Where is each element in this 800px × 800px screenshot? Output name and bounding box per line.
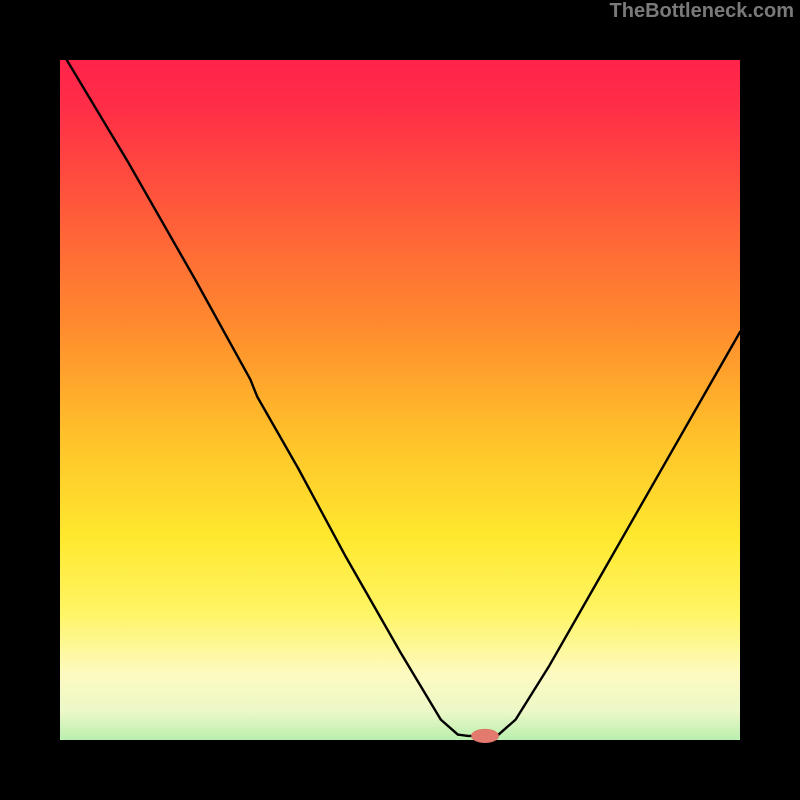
watermark-text: TheBottleneck.com — [610, 0, 794, 23]
frame-border — [20, 20, 60, 780]
plot-area — [20, 20, 780, 780]
optimum-marker — [471, 729, 498, 743]
frame-border — [20, 740, 780, 780]
gradient-background — [20, 20, 780, 780]
chart-container: TheBottleneck.com — [0, 0, 800, 800]
frame-border — [740, 20, 780, 780]
chart-svg — [20, 20, 780, 780]
frame-border — [20, 20, 780, 60]
